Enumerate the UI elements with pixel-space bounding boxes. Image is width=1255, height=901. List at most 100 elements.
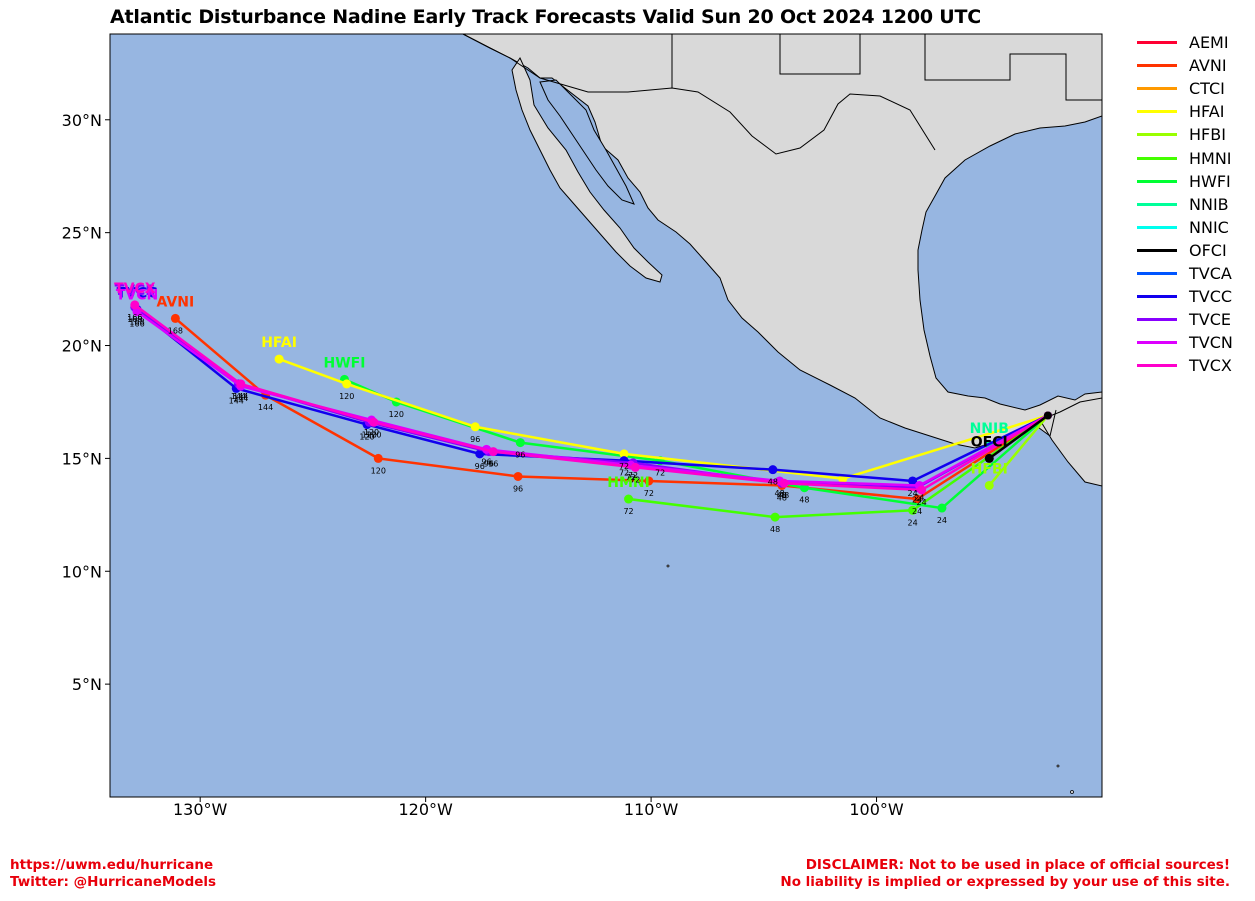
track-point (515, 438, 525, 448)
legend-label: NNIC (1189, 217, 1229, 237)
forecast-hour-label: 24 (912, 496, 922, 505)
track-line-hfbi (988, 414, 1049, 487)
forecast-hour-label: 48 (799, 496, 809, 505)
forecast-hour-label: 144 (231, 392, 246, 401)
track-point (488, 447, 498, 457)
track-end-label: TVCX (114, 281, 156, 297)
track-point (373, 453, 383, 463)
track-end-label: TVCE (115, 283, 155, 299)
legend-item-nnic: NNIC (1137, 216, 1252, 239)
track-end-label: OFCI (971, 434, 1008, 450)
track-point (369, 417, 379, 427)
lat-tick-label: 10°N (62, 562, 102, 581)
forecast-hour-label: 72 (644, 489, 654, 498)
track-point (513, 471, 523, 481)
plot-frame (109, 33, 1103, 798)
forecast-hour-label: 96 (475, 462, 485, 471)
legend-swatch (1137, 341, 1177, 345)
baja-california (511, 56, 663, 283)
track-end-label: NNIB (970, 421, 1009, 437)
track-point (130, 300, 140, 310)
forecast-hour-label: 96 (513, 484, 523, 493)
track-end-label: HMNI (607, 475, 650, 491)
legend-swatch (1137, 156, 1177, 160)
track-point (908, 505, 918, 515)
legend-swatch (1137, 64, 1177, 68)
track-line-tvcx (134, 303, 1049, 492)
forecast-hour-label: 168 (129, 317, 144, 326)
legend-swatch (1137, 133, 1177, 137)
land-layer (462, 34, 1102, 794)
footer-left: https://uwm.edu/hurricane Twitter: @Hurr… (10, 857, 216, 891)
legend-item-aemi: AEMI (1137, 31, 1252, 54)
legend-label: CTCI (1189, 79, 1225, 99)
legend-swatch (1137, 248, 1177, 252)
islands (666, 564, 1074, 794)
track-point (912, 494, 922, 504)
forecast-hour-label: 24 (917, 498, 927, 507)
track-point (984, 453, 994, 463)
track-point (770, 512, 780, 522)
legend-item-hfbi: HFBI (1137, 123, 1252, 146)
track-line-hmni (628, 414, 1049, 519)
forecast-hour-label: 72 (628, 471, 638, 480)
legend-item-nnib: NNIB (1137, 193, 1252, 216)
track-layer (130, 300, 1052, 522)
lat-tick-label: 5°N (72, 675, 102, 694)
legend-swatch (1137, 318, 1177, 322)
forecast-hour-label: 96 (488, 460, 498, 469)
legend-label: HFAI (1189, 102, 1225, 122)
legend-item-ofci: OFCI (1137, 239, 1252, 262)
track-point (984, 480, 994, 490)
forecast-hour-label: 144 (233, 392, 248, 401)
track-end-label: TVCC (117, 285, 158, 301)
legend-swatch (1137, 271, 1177, 275)
forecast-hour-label: 48 (777, 493, 787, 502)
track-point (1043, 411, 1052, 420)
track-point (937, 503, 947, 513)
forecast-hour-label: 72 (619, 469, 629, 478)
chart-title: Atlantic Disturbance Nadine Early Track … (110, 6, 982, 28)
footer-url[interactable]: https://uwm.edu/hurricane (10, 857, 214, 873)
legend-label: NNIB (1189, 194, 1229, 214)
track-point (475, 449, 485, 459)
forecast-hour-label: 120 (366, 430, 381, 439)
track-point (624, 494, 634, 504)
forecast-hour-label: 166 (127, 313, 142, 322)
forecast-hour-label: 48 (775, 489, 785, 498)
legend-swatch (1137, 179, 1177, 183)
legend: AEMI AVNI CTCI HFAI HFBI HMNI HWFI NNIB NNIC OFCI… (1137, 31, 1252, 377)
legend-item-ctci: CTCI (1137, 77, 1252, 100)
forecast-hour-label: 96 (515, 451, 525, 460)
forecast-hour-label: 48 (770, 525, 780, 534)
forecast-hour-label: 72 (626, 473, 636, 482)
legend-item-hmni: HMNI (1137, 146, 1252, 169)
legend-label: TVCA (1189, 263, 1232, 283)
forecast-hour-label: 144 (258, 403, 273, 412)
legend-label: OFCI (1189, 240, 1227, 260)
track-end-label: AVNI (157, 294, 195, 310)
footer-disclaimer: DISCLAIMER: Not to be used in place of o… (805, 857, 1230, 873)
legend-item-tvcx: TVCX (1137, 354, 1252, 377)
forecast-hour-label: 24 (937, 516, 947, 525)
forecast-hour-label: 168 (168, 326, 183, 335)
country-borders (462, 34, 1102, 437)
track-point (768, 465, 778, 475)
forecast-hour-label: 72 (619, 462, 629, 471)
legend-swatch (1137, 87, 1177, 91)
track-end-label: HWFI (324, 355, 366, 371)
forecast-hour-label: 24 (914, 493, 924, 502)
track-point (908, 476, 918, 486)
lat-tick-label: 30°N (62, 111, 102, 130)
legend-label: TVCN (1189, 333, 1233, 353)
legend-item-hwfi: HWFI (1137, 170, 1252, 193)
forecast-hour-label: 72 (630, 475, 640, 484)
footer-twitter[interactable]: Twitter: @HurricaneModels (10, 874, 217, 890)
forecast-hour-label: 120 (371, 466, 386, 475)
track-line-tvcn (136, 310, 1049, 487)
lon-tick-label: 100°W (849, 800, 904, 819)
legend-item-tvce: TVCE (1137, 308, 1252, 331)
legend-item-hfai: HFAI (1137, 100, 1252, 123)
lat-tick-label: 15°N (62, 449, 102, 468)
